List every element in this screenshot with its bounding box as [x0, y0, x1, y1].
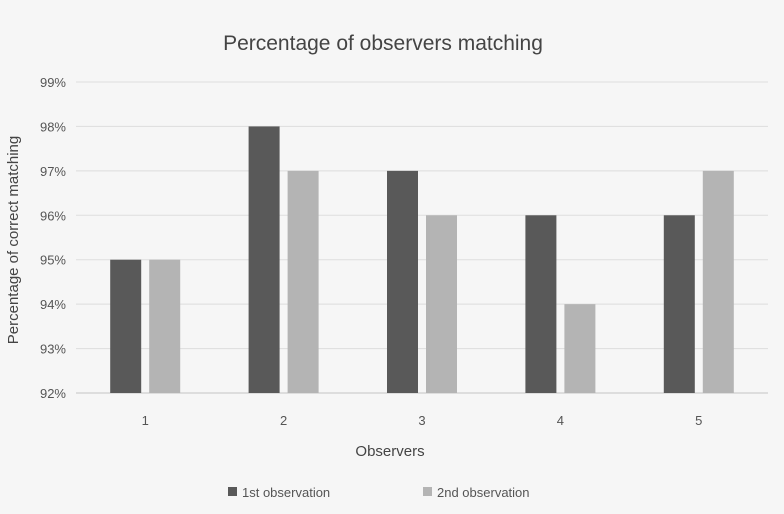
- bars: [110, 126, 734, 393]
- bar-first-observation-5: [663, 215, 695, 393]
- x-tick-label: 5: [695, 413, 702, 428]
- y-tick-label: 97%: [40, 164, 66, 179]
- x-tick-label: 1: [142, 413, 149, 428]
- legend: 1st observation 2nd observation: [228, 485, 530, 500]
- legend-label: 1st observation: [242, 485, 330, 500]
- x-axis-label: Observers: [355, 443, 424, 460]
- y-tick-label: 96%: [40, 208, 66, 223]
- legend-label: 2nd observation: [437, 485, 530, 500]
- x-tick-label: 2: [280, 413, 287, 428]
- bar-first-observation-2: [248, 126, 280, 393]
- y-tick-label: 95%: [40, 253, 66, 268]
- y-tick-label: 93%: [40, 342, 66, 357]
- x-axis-ticks: 1 2 3 4 5: [142, 413, 703, 428]
- y-axis-ticks: 92% 93% 94% 95% 96% 97% 98% 99%: [40, 75, 66, 401]
- y-tick-label: 92%: [40, 386, 66, 401]
- bar-second-observation-5: [702, 170, 734, 393]
- x-tick-label: 4: [557, 413, 564, 428]
- bar-second-observation-2: [287, 170, 319, 393]
- y-tick-label: 94%: [40, 297, 66, 312]
- legend-swatch: [423, 487, 432, 496]
- y-tick-label: 98%: [40, 119, 66, 134]
- y-tick-label: 99%: [40, 75, 66, 90]
- y-axis-label: Percentage of correct matching: [5, 136, 22, 344]
- bar-first-observation-1: [110, 259, 142, 393]
- bar-second-observation-4: [564, 304, 596, 393]
- chart-title: Percentage of observers matching: [223, 32, 543, 55]
- x-tick-label: 3: [418, 413, 425, 428]
- bar-first-observation-4: [525, 215, 557, 393]
- gridlines: [76, 81, 768, 394]
- bar-first-observation-3: [387, 170, 418, 393]
- legend-swatch: [228, 487, 237, 496]
- bar-second-observation-3: [426, 215, 457, 393]
- bar-second-observation-1: [149, 259, 181, 393]
